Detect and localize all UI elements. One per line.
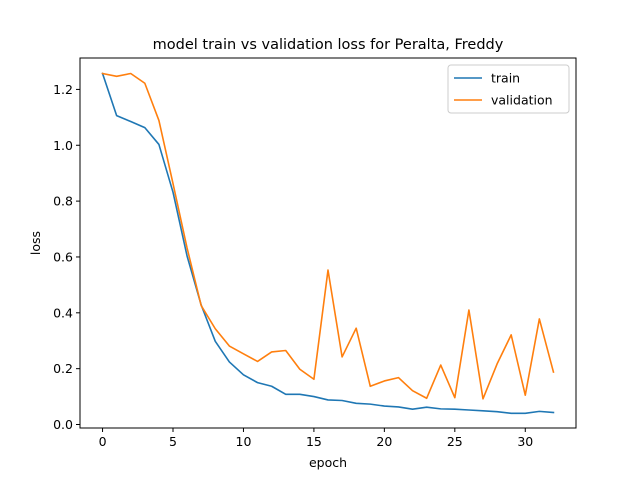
x-axis: 0 5 10 15 20 25 30 <box>99 428 533 449</box>
x-tick-label: 20 <box>376 434 392 449</box>
x-axis-label: epoch <box>309 455 347 470</box>
y-tick-label: 0.6 <box>53 249 73 264</box>
series-line-train <box>101 72 555 415</box>
y-tick-label: 0.2 <box>53 361 73 376</box>
y-tick-label: 0.0 <box>53 417 73 432</box>
y-axis: 0.0 0.2 0.4 0.6 0.8 1.0 1.2 <box>53 82 80 432</box>
x-tick-label: 25 <box>447 434 463 449</box>
axes-frame <box>79 57 577 429</box>
y-tick-label: 0.4 <box>53 305 73 320</box>
x-tick-label: 10 <box>236 434 252 449</box>
x-tick-label: 30 <box>517 434 533 449</box>
legend-label-train: train <box>491 71 520 86</box>
chart-title: model train vs validation loss for Peral… <box>153 37 504 53</box>
legend-label-validation: validation <box>491 93 553 108</box>
plot-area <box>79 57 577 429</box>
x-tick-label: 0 <box>99 434 107 449</box>
x-tick-label: 5 <box>169 434 177 449</box>
legend-box <box>447 64 570 114</box>
legend: train validation <box>447 64 570 114</box>
x-tick-label: 15 <box>306 434 322 449</box>
y-tick-label: 1.0 <box>53 138 73 153</box>
series-line-validation <box>101 72 555 400</box>
series-layer <box>101 72 555 415</box>
y-axis-label: loss <box>28 231 43 255</box>
y-tick-label: 0.8 <box>53 194 73 209</box>
y-tick-label: 1.2 <box>53 82 73 97</box>
